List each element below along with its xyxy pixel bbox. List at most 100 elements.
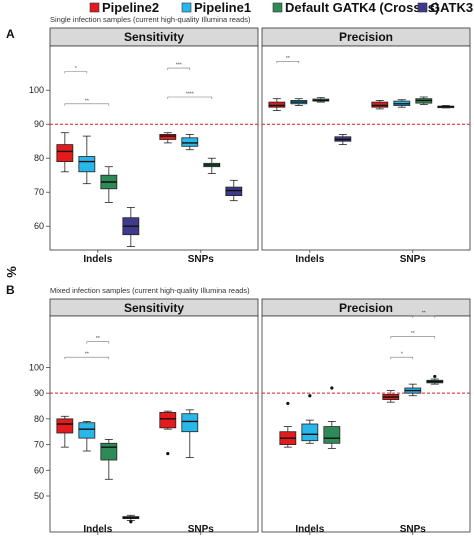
- box-pipeline1: [181, 409, 199, 458]
- box-default-gatk4-crosses-: [100, 166, 118, 203]
- facet-sensitivity: Sensitivity Indels SNPs ** **: [49, 298, 259, 535]
- box-body: [56, 418, 74, 434]
- bracket-label: **: [96, 336, 100, 342]
- box-default-gatk4-crosses-: [312, 97, 330, 103]
- bracket-line: [276, 61, 300, 64]
- box-pipeline2: [382, 390, 400, 403]
- significance-bracket: ****: [167, 92, 213, 99]
- bracket-line: [64, 71, 88, 74]
- plot-area: [261, 45, 471, 251]
- box-body: [371, 101, 389, 108]
- bracket-label: ****: [186, 92, 194, 98]
- significance-bracket: *: [64, 66, 88, 74]
- legend-label: GATK3: [430, 0, 473, 15]
- box-pipeline1: [78, 421, 96, 452]
- facet-precision: Precision Indels SNPs **: [261, 27, 471, 265]
- legend-swatch: [417, 2, 428, 13]
- significance-bracket: *: [390, 352, 414, 360]
- bracket-line: [64, 103, 110, 106]
- x-category-label: Indels: [295, 254, 324, 265]
- legend-swatch: [89, 2, 100, 13]
- box-gatk3: [437, 105, 455, 109]
- significance-bracket: **: [86, 336, 110, 344]
- x-category-label: SNPs: [400, 524, 427, 535]
- bracket-label: *: [75, 66, 77, 72]
- box-default-gatk4-crosses-: [415, 96, 433, 105]
- bracket-line: [390, 336, 436, 339]
- bracket-line: [64, 356, 110, 360]
- box-pipeline2: [279, 426, 297, 448]
- x-category-label: Indels: [295, 524, 324, 535]
- panel-letter: A: [6, 27, 15, 41]
- y-tick-label: 100: [29, 362, 44, 372]
- box-body: [181, 137, 199, 147]
- y-tick-label: 60: [34, 221, 44, 231]
- y-tick-label: 60: [34, 465, 44, 475]
- panel-letter: B: [6, 283, 15, 297]
- box-pipeline1: [78, 135, 96, 185]
- outlier-point: [433, 374, 437, 379]
- bracket-line: [390, 356, 414, 360]
- box-gatk3: [334, 133, 352, 146]
- chart-panels: A Single infection samples (current high-…: [6, 15, 471, 535]
- y-tick-label: 90: [34, 388, 44, 398]
- box-default-gatk4-crosses-: [426, 378, 444, 385]
- facet-title: Sensitivity: [124, 30, 184, 44]
- box-pipeline2: [159, 132, 177, 144]
- box-body: [225, 186, 243, 197]
- legend: Pipeline2 Pipeline1 Default GATK4 (Crosses…: [89, 0, 473, 15]
- x-category-label: Indels: [83, 524, 112, 535]
- outlier-point: [286, 401, 290, 406]
- box-gatk3: [122, 207, 140, 248]
- legend-item: Pipeline1: [181, 0, 251, 15]
- panel-subtitle: Single infection samples (current high-q…: [50, 15, 251, 24]
- bracket-label: *: [401, 352, 403, 358]
- legend-item: Pipeline2: [89, 0, 159, 15]
- legend-label: Default GATK4 (Crosses): [285, 0, 439, 15]
- y-tick-label: 80: [34, 414, 44, 424]
- y-tick-label: 70: [34, 187, 44, 197]
- box-body: [268, 101, 286, 108]
- y-tick-label: 70: [34, 440, 44, 450]
- legend-item: Default GATK4 (Crosses): [272, 0, 439, 15]
- box-pipeline1: [301, 419, 319, 444]
- box-default-gatk4-crosses-: [100, 439, 118, 480]
- legend-item: GATK3: [417, 0, 473, 15]
- bracket-label: **: [85, 352, 89, 358]
- legend-label: Pipeline2: [102, 0, 159, 15]
- legend-swatch: [181, 2, 192, 13]
- box-body: [181, 413, 199, 433]
- outlier-point: [308, 394, 312, 398]
- x-category-label: SNPs: [188, 254, 215, 265]
- facet-title: Precision: [339, 30, 393, 44]
- significance-bracket: **: [276, 56, 300, 64]
- bracket-label: **: [85, 98, 89, 104]
- x-category-label: Indels: [83, 254, 112, 265]
- box-pipeline2: [268, 98, 286, 111]
- box-body: [323, 426, 341, 444]
- box-pipeline1: [404, 383, 422, 397]
- box-pipeline1: [393, 99, 411, 108]
- box-body: [159, 412, 177, 429]
- box-pipeline2: [371, 100, 389, 110]
- facet-title: Precision: [339, 301, 393, 315]
- panel-a: A Single infection samples (current high-…: [6, 15, 471, 265]
- x-category-label: SNPs: [188, 524, 215, 535]
- y-tick-label: 50: [34, 491, 44, 501]
- outlier-point: [166, 451, 170, 456]
- box-pipeline1: [290, 98, 308, 106]
- box-gatk3: [225, 179, 243, 202]
- box-pipeline2: [159, 410, 177, 430]
- outlier-point: [129, 520, 133, 524]
- bracket-label: **: [286, 56, 290, 62]
- outlier-point: [330, 386, 334, 390]
- y-tick-label: 80: [34, 153, 44, 163]
- bracket-line: [167, 67, 191, 71]
- box-body: [301, 423, 319, 442]
- x-category-label: SNPs: [400, 254, 427, 265]
- significance-bracket: ***: [167, 63, 191, 71]
- box-pipeline1: [181, 133, 199, 151]
